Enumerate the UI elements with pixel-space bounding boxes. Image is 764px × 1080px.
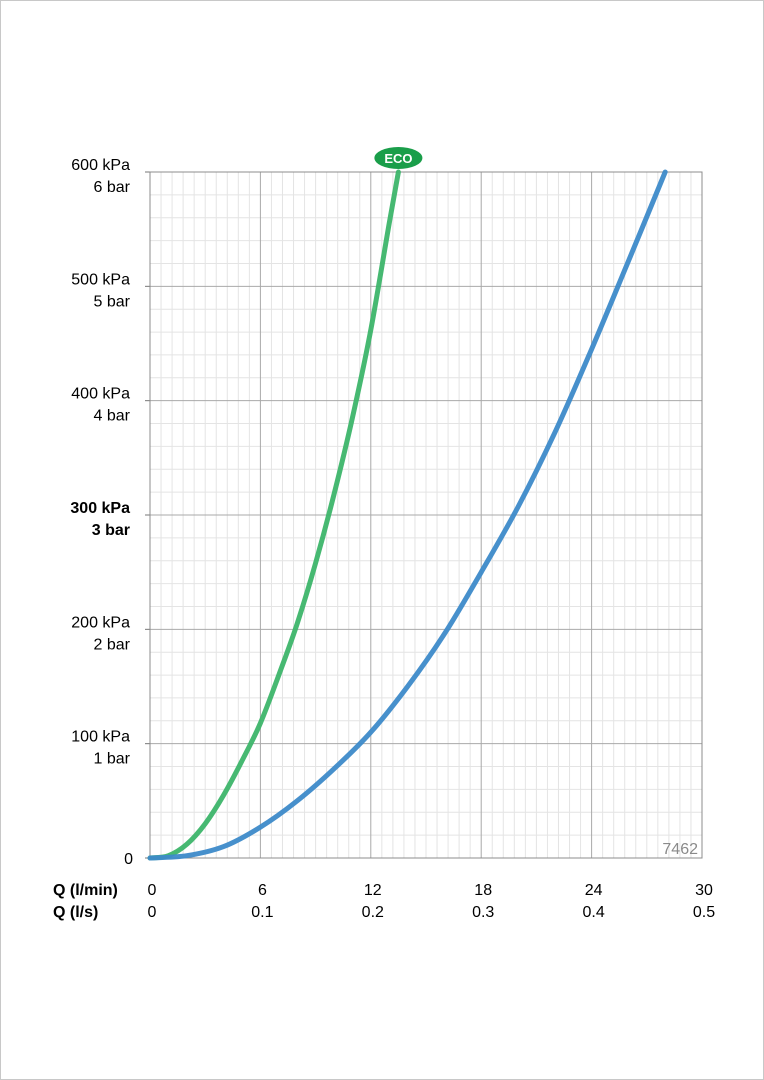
x-tick-label-lmin: 6 (258, 882, 267, 899)
y-tick-label-bar: 4 bar (94, 408, 131, 425)
x-tick-label-ls: 0.2 (362, 904, 384, 921)
x-tick-label-lmin: 0 (148, 882, 157, 899)
y-tick-label-kpa: 200 kPa (71, 614, 130, 631)
x-tick-label-lmin: 12 (364, 882, 382, 899)
x-tick-label-lmin: 24 (585, 882, 603, 899)
plot-border (149, 171, 703, 859)
x-tick-label-ls: 0.3 (472, 904, 494, 921)
eco-badge: ECO (374, 147, 423, 169)
x-axis-labels: Q (l/min) Q (l/s) 0 6 12 18 24 30 0 0.1 0.2 0.3 0.… (53, 882, 715, 921)
series-line-eco (147, 169, 401, 861)
y-tick-label-bar: 2 bar (94, 636, 131, 653)
eco-badge-label: ECO (384, 151, 412, 166)
x-tick-label-ls: 0 (148, 904, 157, 921)
y-tick-label-kpa: 500 kPa (71, 271, 130, 288)
y-tick-label-kpa: 100 kPa (71, 729, 130, 746)
major-grid (145, 171, 702, 859)
y-tick-label-bar: 6 bar (94, 179, 131, 196)
y-tick-label-bar: 5 bar (94, 293, 131, 310)
series-line-standard (147, 169, 668, 861)
y-tick-label-bar: 1 bar (94, 751, 131, 768)
x-tick-label-lmin: 18 (474, 882, 492, 899)
x-axis-name-lmin: Q (l/min) (53, 882, 118, 899)
x-tick-label-ls: 0.1 (251, 904, 273, 921)
x-tick-label-ls: 0.5 (693, 904, 715, 921)
eco-badge-shape (374, 147, 423, 169)
y-tick-label-kpa: 0 (124, 851, 133, 868)
y-tick-label-kpa: 600 kPa (71, 157, 130, 174)
y-tick-label-kpa: 400 kPa (71, 386, 130, 403)
chart-id-watermark: 7462 (662, 841, 698, 858)
y-tick-label-bar: 3 bar (92, 522, 130, 539)
x-axis-name-ls: Q (l/s) (53, 904, 98, 921)
x-tick-label-lmin: 30 (695, 882, 713, 899)
x-tick-label-ls: 0.4 (582, 904, 604, 921)
y-tick-label-kpa: 300 kPa (70, 500, 130, 517)
y-axis-labels: 0 100 kPa 1 bar 200 kPa 2 bar 300 kPa 3 bar 400… (70, 157, 133, 868)
series-group (147, 169, 668, 861)
